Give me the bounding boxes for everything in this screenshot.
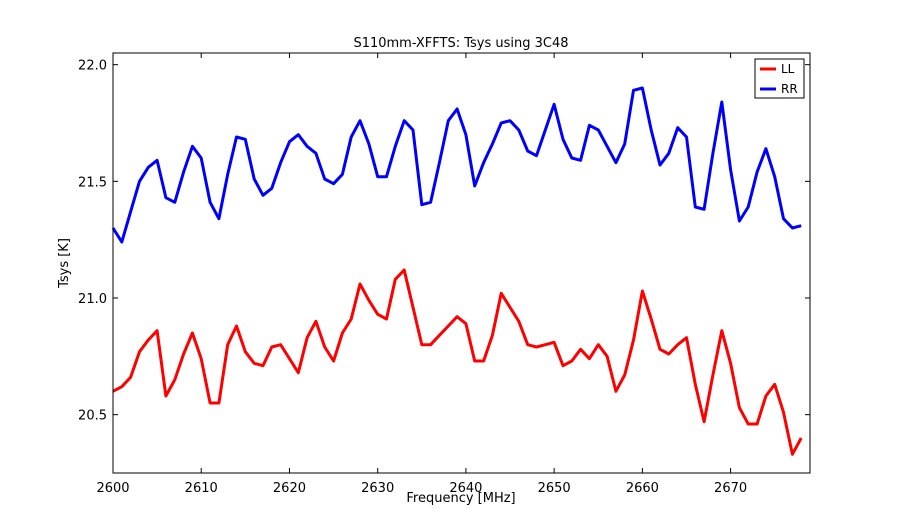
x-tick-label: 2640 xyxy=(449,481,482,496)
series-line-rr xyxy=(111,86,802,244)
x-axis-label: Frequency [MHz] xyxy=(406,491,515,506)
x-tick-label: 2620 xyxy=(273,481,306,496)
y-tick-label: 20.5 xyxy=(78,409,107,424)
legend-label-ll: LL xyxy=(781,62,795,76)
x-tick-label: 2650 xyxy=(538,481,571,496)
y-tick-label: 21.5 xyxy=(78,175,107,190)
legend-label-rr: RR xyxy=(781,82,798,96)
chart-title: S110mm-XFFTS: Tsys using 3C48 xyxy=(353,36,568,51)
legend: LL RR xyxy=(754,58,805,99)
y-axis-label: Tsys [K] xyxy=(57,238,72,289)
x-tick-label: 2670 xyxy=(714,481,747,496)
plot-frame xyxy=(112,52,811,474)
x-tick-label: 2610 xyxy=(185,481,218,496)
y-tick-label: 22.0 xyxy=(78,59,107,74)
x-tick-label: 2630 xyxy=(361,481,394,496)
series-line-ll xyxy=(112,268,803,456)
tick-layer: 2600 2610 2620 2630 2640 2650 2660 2670 20.5 21.0… xyxy=(78,53,810,496)
x-tick-label: 2600 xyxy=(96,481,129,496)
y-tick-label: 21.0 xyxy=(78,292,107,307)
series-layer xyxy=(111,86,803,456)
x-tick-label: 2660 xyxy=(626,481,659,496)
legend-box xyxy=(754,58,805,99)
